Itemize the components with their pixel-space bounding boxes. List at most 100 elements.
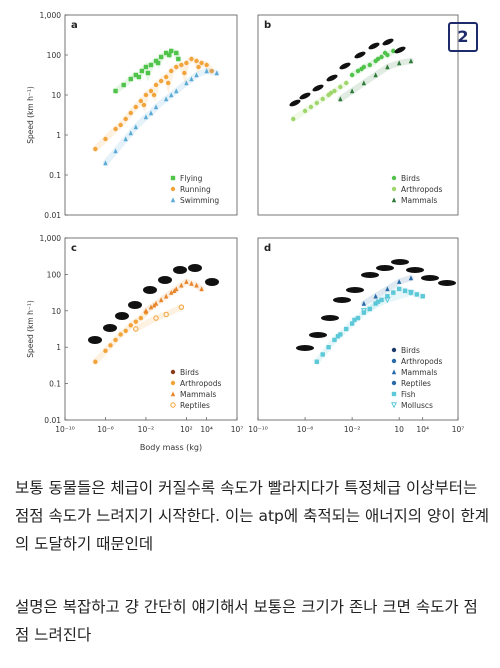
legend-marker	[391, 175, 397, 181]
data-point	[338, 84, 343, 90]
x-tick-label: 10⁷	[452, 425, 465, 434]
data-point	[385, 286, 390, 292]
y-tick-label: 0.1	[49, 380, 61, 389]
legend-marker	[170, 186, 176, 192]
data-point	[113, 148, 118, 154]
data-point	[118, 122, 123, 128]
data-point	[408, 58, 414, 64]
data-point	[344, 80, 349, 86]
x-tick-label: 10⁻¹⁰	[248, 425, 268, 434]
data-point	[179, 62, 184, 68]
data-point	[163, 293, 169, 299]
legend-label: Arthropods	[401, 185, 443, 194]
data-point	[391, 48, 396, 54]
legend-label: Running	[180, 185, 211, 194]
data-point	[143, 64, 149, 70]
data-point	[408, 275, 414, 281]
panel-label: d	[264, 243, 271, 254]
data-point	[174, 50, 179, 56]
legend-label: Reptiles	[180, 401, 210, 410]
plot-frame	[64, 14, 238, 216]
data-point	[308, 104, 314, 110]
data-point	[158, 54, 164, 60]
data-point	[153, 300, 159, 306]
legend-label: Fish	[401, 390, 416, 399]
y-tick-label: 1	[56, 343, 61, 352]
caption-paragraph-2: 설명은 복잡하고 걍 간단히 얘기해서 보통은 크기가 존나 크면 속도가 점점…	[15, 598, 478, 644]
legend-marker	[170, 380, 176, 386]
data-point	[163, 96, 169, 102]
data-point	[361, 80, 367, 86]
x-tick-label: 10⁻⁶	[297, 425, 314, 434]
data-point	[169, 48, 174, 54]
data-point	[375, 299, 381, 304]
data-point	[141, 102, 147, 108]
data-point	[169, 92, 174, 98]
data-point	[148, 110, 154, 116]
data-point	[93, 146, 98, 152]
data-point	[128, 130, 133, 136]
legend-marker	[170, 391, 176, 397]
plot-frame	[257, 14, 459, 216]
data-point	[166, 80, 171, 86]
x-tick-label: 10⁴	[416, 425, 429, 434]
legend-marker	[391, 358, 397, 364]
data-point	[174, 88, 179, 94]
data-point	[291, 116, 296, 122]
data-point	[320, 352, 325, 357]
data-point	[179, 282, 184, 288]
y-tick-label: 1,000	[40, 11, 62, 20]
data-point	[352, 317, 357, 323]
trend-band	[102, 67, 220, 166]
legend-label: Mammals	[180, 390, 216, 399]
data-point	[121, 82, 126, 88]
data-point	[189, 76, 194, 82]
legend-marker	[391, 186, 397, 192]
data-point	[349, 88, 355, 94]
legend-label: Birds	[401, 346, 420, 355]
legend-label: Swimming	[180, 196, 219, 205]
data-point	[373, 301, 378, 306]
data-point	[367, 62, 372, 68]
data-point	[196, 64, 201, 70]
legend-label: Mammals	[401, 368, 437, 377]
data-point	[163, 311, 169, 318]
data-point	[199, 60, 204, 66]
data-point	[349, 72, 355, 78]
data-point	[384, 297, 391, 304]
data-point	[128, 110, 133, 116]
data-point	[420, 294, 425, 299]
data-point	[355, 315, 361, 321]
data-point	[379, 54, 384, 60]
data-point	[163, 74, 169, 80]
data-point	[148, 62, 154, 68]
legend-marker	[391, 369, 397, 375]
data-point	[133, 72, 139, 78]
y-axis-label: Speed (km h⁻¹)	[26, 86, 35, 144]
data-point	[184, 60, 189, 66]
data-point	[385, 64, 390, 70]
data-point	[128, 323, 133, 328]
data-point	[138, 315, 144, 321]
trend-band	[337, 58, 414, 102]
data-point	[375, 56, 381, 62]
data-point	[174, 64, 179, 70]
legend-label: Reptiles	[401, 379, 431, 388]
legend-marker	[170, 197, 176, 203]
data-point	[338, 332, 343, 337]
data-point	[396, 60, 402, 66]
legend-marker	[391, 391, 397, 397]
data-point	[314, 359, 320, 364]
scaling-figure: a 0.01 0.1 1 10 100 1,000 Speed (km h⁻¹) Flying R…	[26, 11, 465, 452]
data-point	[194, 58, 199, 64]
x-tick-label: 10⁻²	[344, 425, 361, 434]
y-tick-label: 100	[47, 270, 62, 279]
data-point	[407, 289, 414, 296]
y-tick-label: 1	[56, 131, 61, 140]
data-point	[163, 50, 169, 56]
data-point	[133, 326, 139, 332]
data-point	[148, 304, 154, 310]
panel-a: a 0.01 0.1 1 10 100 1,000 Speed (km h⁻¹) Flying R…	[26, 11, 238, 220]
plot-frame	[257, 237, 459, 421]
data-point	[184, 279, 189, 284]
